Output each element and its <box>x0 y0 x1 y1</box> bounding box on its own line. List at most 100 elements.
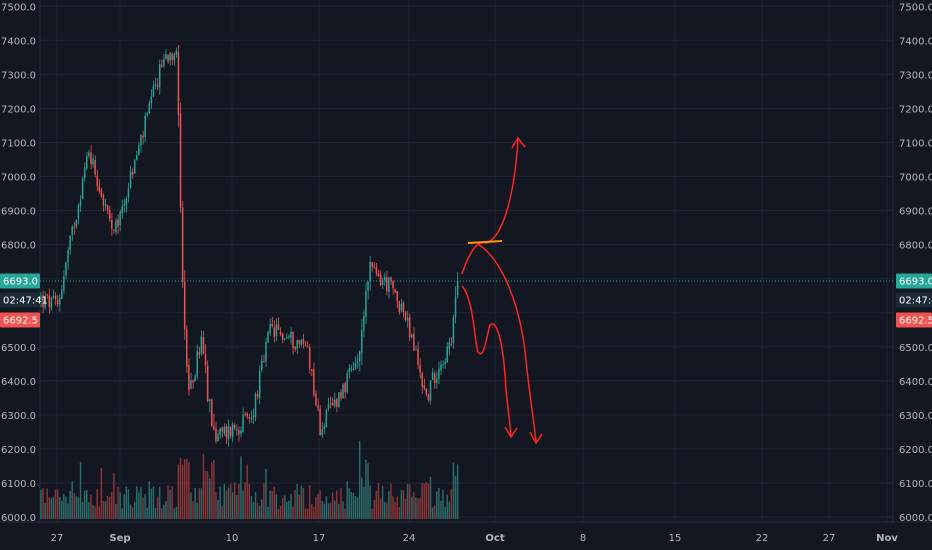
volume-bar <box>115 504 117 519</box>
candle-body <box>90 152 92 164</box>
candle-body <box>425 388 428 395</box>
candle-body <box>325 409 328 428</box>
candle-body <box>181 207 184 283</box>
volume-bar <box>352 493 355 519</box>
candle-body <box>296 340 298 349</box>
volume-bar <box>394 502 396 519</box>
volume-bar <box>263 483 265 519</box>
candle-body <box>333 399 336 406</box>
x-tick-label: 22 <box>756 533 769 544</box>
volume-bar <box>65 496 67 519</box>
volume-bar <box>181 464 184 519</box>
volume-bar <box>163 504 165 519</box>
y-tick-label-right: 6900.0 <box>899 207 932 218</box>
volume-bar <box>211 462 213 519</box>
volume-bar <box>417 498 419 519</box>
candle-body <box>194 375 196 382</box>
candle-body <box>248 416 251 418</box>
candle-body <box>142 135 144 138</box>
volume-bar <box>361 477 363 519</box>
volume-bar <box>286 501 288 519</box>
candle-body <box>388 277 390 292</box>
candle-body <box>236 429 238 431</box>
candle-body <box>440 364 442 371</box>
candle-body <box>198 352 201 356</box>
candle-body <box>75 219 78 227</box>
volume-bar <box>358 440 361 519</box>
volume-bar <box>219 486 221 519</box>
candle-body <box>398 301 401 312</box>
candle-body <box>56 300 59 305</box>
candle-body <box>331 402 334 406</box>
candle-body <box>79 200 82 206</box>
candle-body <box>273 327 276 337</box>
candle-body <box>161 65 163 68</box>
candle-body <box>192 380 194 383</box>
candle-body <box>125 198 128 206</box>
candle-body <box>102 195 105 206</box>
candle-body <box>321 429 323 436</box>
volume-bar <box>423 483 426 519</box>
candle-body <box>261 360 263 370</box>
candle-body <box>111 219 113 229</box>
x-tick-label: 15 <box>669 533 682 544</box>
volume-bar <box>436 491 438 519</box>
volume-bar <box>69 490 71 519</box>
last-price-tag-left-bg <box>0 273 40 289</box>
candle-body <box>438 368 440 379</box>
volume-bar <box>371 508 373 519</box>
candle-body <box>175 50 178 55</box>
candle-body <box>354 363 357 368</box>
volume-bar <box>313 506 315 519</box>
volume-bar <box>148 481 151 519</box>
volume-bar <box>267 506 269 519</box>
volume-bar <box>429 476 432 519</box>
candle-body <box>217 433 219 442</box>
volume-bar <box>246 464 248 519</box>
volume-bar <box>290 493 292 519</box>
volume-bar <box>81 501 84 519</box>
candle-body <box>208 398 211 401</box>
candle-body <box>44 295 46 308</box>
volume-bar <box>227 487 230 519</box>
volume-bar <box>140 486 142 519</box>
volume-bar <box>206 471 209 519</box>
y-tick-label-right: 6200.0 <box>899 445 932 456</box>
time-axis[interactable]: 27 Sep 10 17 24 Oct 8 15 22 27 Nov <box>51 533 899 544</box>
candle-body <box>100 189 103 197</box>
price-axis-right[interactable]: 6000.0 6100.0 6200.0 6300.0 6400.0 6500.0 6800… <box>899 2 932 524</box>
candle-body <box>358 350 361 362</box>
volume-bar <box>306 508 309 519</box>
volume-bar <box>54 489 57 519</box>
candle-body <box>256 393 259 397</box>
candle-body <box>306 346 309 348</box>
volume-bar <box>40 489 42 519</box>
candle-body <box>177 52 180 115</box>
price-axis-left[interactable]: 6000.0 6100.0 6200.0 6300.0 6400.0 6500.0 6800… <box>1 2 36 524</box>
volume-bar <box>48 497 51 519</box>
candle-body <box>338 392 340 407</box>
volume-bar <box>177 464 180 519</box>
candle-body <box>254 393 257 417</box>
volume-bar <box>331 492 334 519</box>
volume-bar <box>240 456 242 519</box>
volume-bar <box>325 496 328 519</box>
candle-body <box>323 426 326 429</box>
bid-tag-right-text: 6692.5 <box>899 316 932 327</box>
y-tick-label-right: 6300.0 <box>899 411 932 422</box>
drawing-annotations <box>461 136 543 445</box>
candle-body <box>83 167 86 179</box>
candle-body <box>196 351 198 377</box>
candle-body <box>367 281 369 291</box>
volume-bar <box>296 483 298 519</box>
candle-body <box>290 331 292 338</box>
candle-body <box>423 385 426 389</box>
price-tags: 6693.0 02:47:41 6692.5 6693.0 02:47:41 6692.5 <box>0 273 932 328</box>
candle-body <box>436 378 438 383</box>
candle-body <box>223 427 226 433</box>
volume-bar <box>188 462 190 519</box>
volume-bar <box>402 489 405 519</box>
candle-body <box>402 302 405 312</box>
